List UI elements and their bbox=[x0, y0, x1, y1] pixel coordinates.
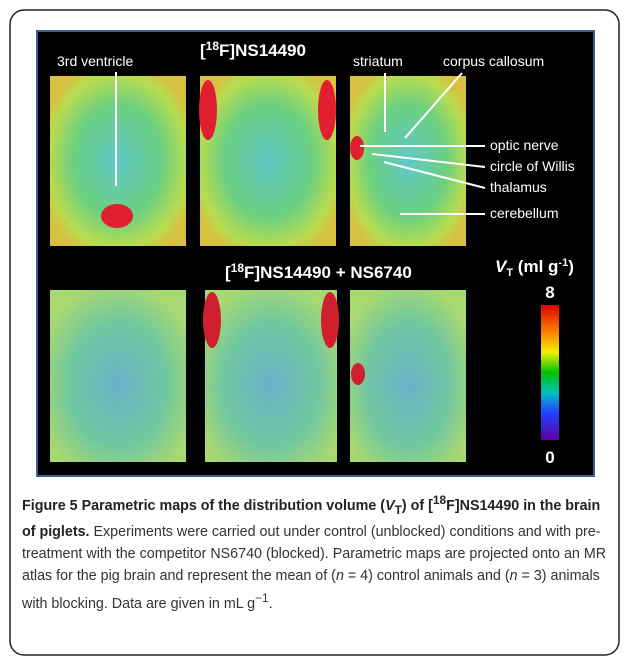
annotation: circle of Willis bbox=[490, 158, 575, 174]
brain-image bbox=[350, 290, 466, 462]
hotspot bbox=[203, 292, 221, 348]
text: V bbox=[385, 498, 395, 514]
hotspot bbox=[350, 136, 364, 160]
page: [18F]NS14490 [18F]NS14490 + NS6740 3rd v… bbox=[0, 0, 629, 660]
annotation: thalamus bbox=[490, 179, 547, 195]
brain-image bbox=[350, 76, 466, 246]
text: ) of [ bbox=[402, 498, 433, 514]
text: n bbox=[510, 568, 518, 584]
annotation: corpus callosum bbox=[443, 53, 544, 69]
text: n bbox=[336, 568, 344, 584]
annotation: striatum bbox=[353, 53, 403, 69]
annotation: optic nerve bbox=[490, 137, 559, 153]
text: . bbox=[269, 595, 273, 611]
hotspot bbox=[101, 204, 133, 228]
brain-image bbox=[205, 290, 337, 462]
annotation: cerebellum bbox=[490, 205, 558, 221]
hotspot bbox=[321, 292, 339, 348]
heading: [18F]NS14490 + NS6740 bbox=[225, 261, 412, 282]
caption: Figure 5 Parametric maps of the distribu… bbox=[22, 489, 612, 614]
text: = 4) control animals and ( bbox=[344, 568, 510, 584]
text: T bbox=[395, 503, 402, 517]
colorbar-min: 0 bbox=[545, 448, 554, 467]
hotspot bbox=[351, 363, 365, 385]
colorbar-max: 8 bbox=[545, 283, 554, 302]
annotation: 3rd ventricle bbox=[57, 53, 133, 69]
text: −1 bbox=[255, 591, 269, 605]
colorbar bbox=[541, 305, 559, 440]
brain-image bbox=[200, 76, 336, 246]
caption-label: Figure 5 bbox=[22, 498, 78, 514]
hotspot bbox=[199, 80, 217, 140]
text: 18 bbox=[433, 493, 446, 507]
text: Parametric maps of the distribution volu… bbox=[78, 498, 385, 514]
hotspot bbox=[318, 80, 336, 140]
brain-image bbox=[50, 290, 186, 462]
